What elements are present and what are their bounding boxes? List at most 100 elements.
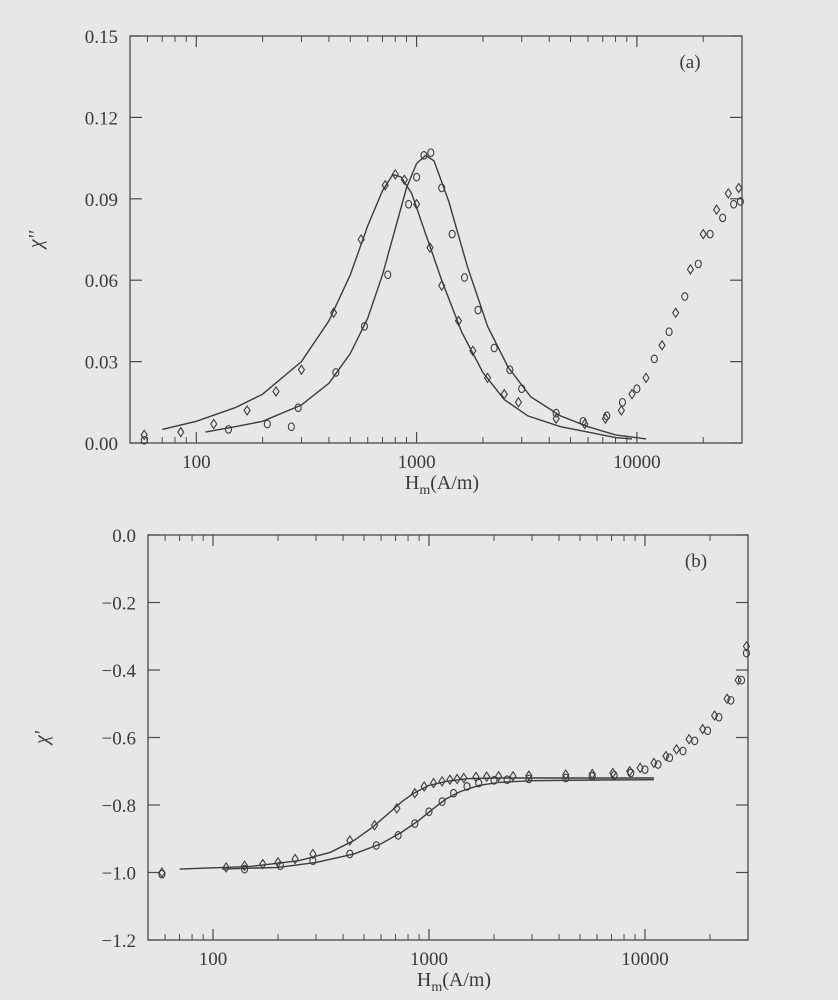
diamond-point-a [672, 307, 680, 319]
diamond-point-b [429, 777, 438, 789]
diamond-point-a [391, 168, 399, 180]
y-tick-label-b: −0.8 [102, 796, 136, 817]
diamond-point-a [581, 418, 589, 430]
diamond-point-a [628, 388, 636, 400]
diamond-point-b [453, 773, 461, 785]
circle-point-a [360, 321, 369, 331]
y-tick-label-b: −0.2 [102, 594, 136, 615]
diamond-point-b [240, 860, 249, 872]
circle-point-b [346, 849, 354, 859]
circle-point-b [737, 675, 746, 685]
diamond-point-a [699, 228, 707, 240]
diamond-point-b [685, 733, 693, 745]
y-tick-label-b: −1.0 [102, 864, 136, 885]
y-tick-label-a: 0.00 [85, 434, 118, 455]
diamond-point-a [412, 198, 421, 210]
y-tick-label-a: 0.15 [85, 27, 118, 48]
y-tick-label-b: −1.2 [102, 931, 136, 952]
diamond-point-a [724, 187, 732, 199]
diamond-point-a [469, 345, 477, 357]
circle-point-b [411, 819, 419, 828]
diamond-point-b [742, 640, 751, 652]
circle-point-b [276, 861, 284, 871]
diamond-point-b [483, 771, 491, 783]
diamond-point-a [329, 307, 338, 319]
x-tick-label-b: 100 [199, 949, 228, 970]
circle-point-b [627, 768, 635, 778]
diamond-point-b [438, 775, 446, 787]
circle-point-a [552, 408, 560, 418]
circle-point-a [665, 327, 673, 337]
y-tick-label-a: 0.12 [85, 108, 118, 129]
diamond-point-b [734, 674, 742, 686]
circle-point-b [394, 831, 402, 840]
diamond-point-b [698, 723, 707, 735]
circle-point-b [727, 696, 735, 705]
diamond-point-a [500, 388, 508, 400]
circle-point-a [474, 305, 482, 315]
circle-point-a [287, 422, 295, 432]
panel-b-chart: 100 1000 10000 0.0 −0.2 −0.4 −0.6 −0.8 −1.0 −1.2 H… [31, 526, 751, 995]
circle-point-a [460, 273, 469, 282]
circle-point-b [641, 765, 649, 774]
circle-point-b [241, 864, 249, 874]
diamond-point-a [617, 404, 626, 416]
diamond-point-b [509, 770, 517, 782]
diamond-point-a [642, 372, 650, 384]
circle-point-a [730, 199, 738, 209]
circle-point-b [654, 760, 662, 769]
y-tick-label-b: −0.6 [102, 729, 136, 750]
diamond-point-b [309, 848, 317, 860]
circle-point-a [694, 259, 702, 269]
circle-point-a [490, 343, 498, 353]
circle-point-b [158, 869, 166, 879]
circle-point-b [610, 770, 618, 780]
circle-point-a [650, 354, 658, 364]
circle-point-b [490, 776, 498, 785]
diamond-point-a [297, 364, 306, 376]
circle-point-a [224, 425, 233, 434]
circle-point-b [309, 856, 317, 866]
circle-point-b [562, 773, 570, 783]
circle-point-a [506, 365, 514, 375]
circle-point-a [263, 419, 271, 429]
diamond-point-a [140, 429, 148, 441]
diamond-point-a [426, 242, 434, 254]
diamond-point-a [454, 315, 463, 327]
circle-point-a [603, 411, 611, 421]
circle-point-a [719, 213, 727, 223]
diamond-point-b [446, 774, 454, 786]
panel-label-b: (b) [685, 551, 707, 572]
y-tick-label-a: 0.06 [85, 271, 118, 292]
diamond-point-b [291, 853, 299, 865]
diamond-point-b [393, 802, 401, 814]
circle-point-b [679, 746, 687, 756]
x-axis-title-b: Hm(A/m) [417, 969, 491, 995]
circle-point-a [140, 435, 148, 445]
diamond-point-a [243, 404, 251, 416]
circle-point-b [715, 712, 723, 722]
circle-point-b [475, 778, 483, 788]
x-tick-label-b: 10000 [621, 949, 669, 970]
diamond-point-b [562, 769, 570, 781]
circle-point-a [579, 416, 587, 426]
diamond-point-a [712, 204, 721, 216]
circle-point-a [518, 384, 526, 394]
circle-point-a [706, 229, 714, 239]
circle-point-b [450, 788, 458, 798]
diamond-point-b [672, 743, 681, 755]
diamond-point-b [494, 770, 503, 782]
circle-point-a [413, 172, 421, 182]
panel-label-a: (a) [679, 52, 700, 73]
diamond-point-b [460, 772, 468, 784]
y-axis-title-b: χ' [31, 730, 53, 746]
diamond-point-b [222, 861, 230, 873]
circle-point-b [463, 782, 471, 791]
diamond-point-b [411, 787, 419, 799]
y-tick-label-a: 0.03 [85, 353, 118, 374]
diamond-point-a [381, 179, 389, 191]
circle-point-b [503, 775, 511, 785]
x-tick-label-a: 10000 [613, 452, 661, 473]
diamond-point-a [514, 396, 523, 408]
diamond-point-b [259, 858, 267, 870]
